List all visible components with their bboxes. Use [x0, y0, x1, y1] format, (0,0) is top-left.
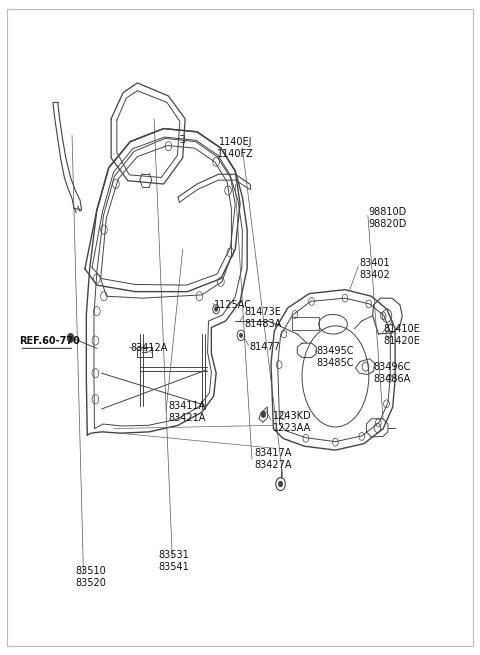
Circle shape [261, 411, 266, 417]
Text: 1140EJ
1140FZ: 1140EJ 1140FZ [217, 137, 253, 159]
Text: 1125AC: 1125AC [214, 300, 252, 310]
Text: 81477: 81477 [250, 342, 280, 352]
Circle shape [67, 333, 74, 343]
Text: 83496C
83486A: 83496C 83486A [373, 362, 411, 384]
Text: 83411A
83421A: 83411A 83421A [168, 402, 206, 423]
Bar [292, 317, 319, 330]
Text: REF.60-770: REF.60-770 [20, 335, 80, 346]
Circle shape [279, 481, 282, 487]
Text: 81473E
81483A: 81473E 81483A [245, 307, 282, 329]
Circle shape [215, 307, 217, 311]
Text: 98810D
98820D: 98810D 98820D [369, 207, 407, 229]
Text: 83417A
83427A: 83417A 83427A [254, 448, 292, 470]
Text: 83510
83520: 83510 83520 [75, 566, 106, 588]
Text: 83401
83402: 83401 83402 [360, 258, 390, 280]
Text: 81410E
81420E: 81410E 81420E [383, 324, 420, 346]
Circle shape [240, 333, 242, 337]
Text: 83531
83541: 83531 83541 [159, 550, 190, 572]
Text: 83495C
83485C: 83495C 83485C [316, 346, 354, 368]
Text: 1243KD
1223AA: 1243KD 1223AA [274, 411, 312, 433]
Text: 83412A: 83412A [130, 343, 168, 353]
